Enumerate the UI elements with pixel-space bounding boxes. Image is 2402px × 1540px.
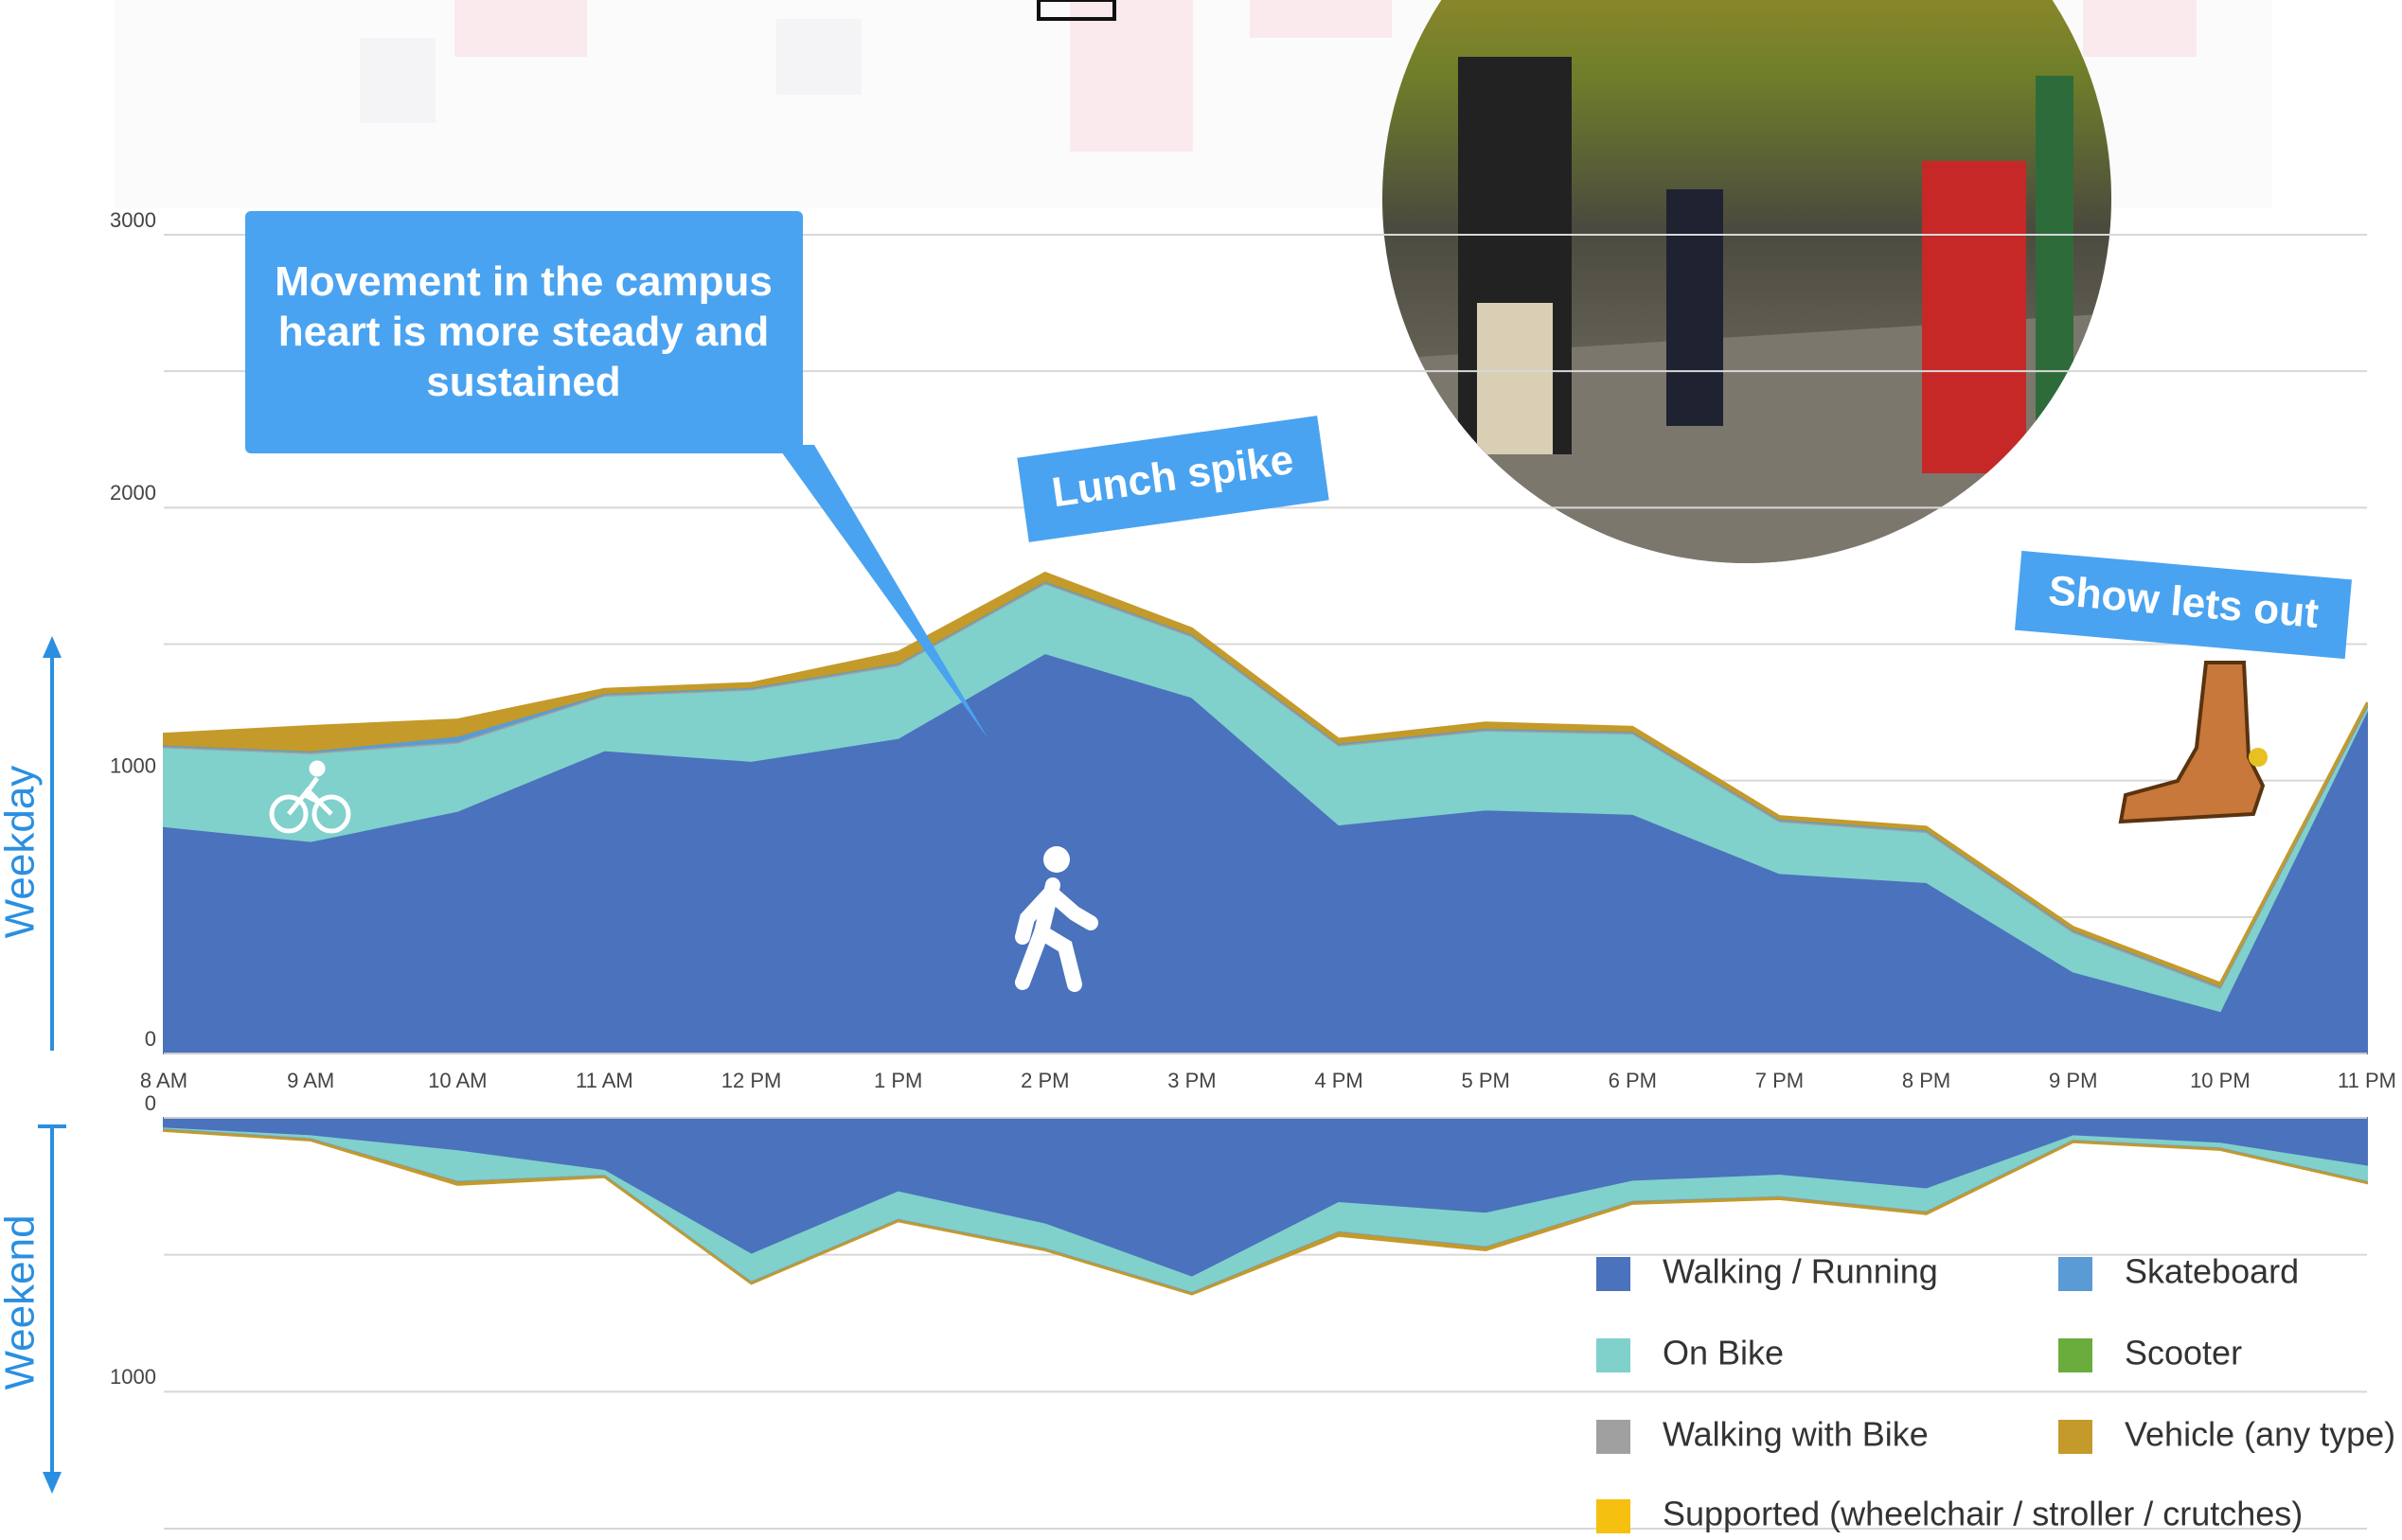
y-tick-label: 1000 (110, 1365, 156, 1389)
legend-label: Walking / Running (1663, 1252, 1938, 1291)
y-tick-label: 2000 (110, 481, 156, 504)
x-tick-label: 4 PM (1314, 1069, 1362, 1092)
x-tick-label: 7 PM (1755, 1069, 1804, 1092)
weekend-axis (38, 1124, 66, 1494)
legend-swatch (2058, 1420, 2092, 1454)
bike-icon (269, 760, 351, 834)
walker-icon (1015, 846, 1098, 992)
axis-label: Weekday (0, 766, 44, 939)
x-tick-label: 6 PM (1609, 1069, 1657, 1092)
axis-label: Weekend (0, 1214, 44, 1390)
y-tick-label: 0 (145, 1091, 156, 1115)
map-marker (1037, 0, 1116, 21)
legend-label: Vehicle (any type) (2125, 1415, 2395, 1454)
legend-swatch (1596, 1338, 1630, 1372)
x-tick-label: 5 PM (1462, 1069, 1510, 1092)
legend-label: On Bike (1663, 1334, 1784, 1372)
show-label: Show lets out (2015, 550, 2352, 660)
callout-text: Movement in the campus heart is more stea… (275, 258, 773, 405)
photo (1382, 0, 2111, 563)
legend-label: Supported (wheelchair / stroller / crutc… (1663, 1495, 2303, 1533)
y-tick-label: 1000 (110, 753, 156, 777)
legend-label: Walking with Bike (1663, 1415, 1929, 1454)
area (163, 1129, 2368, 1296)
x-tick-label: 8 AM (140, 1069, 187, 1092)
legend-label: Scooter (2125, 1334, 2242, 1372)
x-tick-label: 3 PM (1167, 1069, 1216, 1092)
area: Vehicle (any type) (163, 571, 2368, 987)
y-tick-label: 0 (145, 1027, 156, 1051)
legend-swatch (1596, 1420, 1630, 1454)
lunch-label: Lunch spike (1017, 416, 1329, 542)
legend-swatch (1596, 1257, 1630, 1291)
x-tick-label: 1 PM (874, 1069, 922, 1092)
weekday-axis (43, 636, 62, 1051)
legend-swatch (1596, 1499, 1630, 1533)
callout: Movement in the campus heart is more stea… (245, 211, 988, 739)
legend-label: Skateboard (2125, 1252, 2299, 1291)
y-tick-label: 3000 (110, 208, 156, 232)
boot-icon (2118, 661, 2268, 824)
x-tick-label: 2 PM (1021, 1069, 1069, 1092)
legend: Walking / Running On Bike Walking with Bik… (1596, 1252, 2395, 1533)
legend-swatch (2058, 1257, 2092, 1291)
x-tick-label: 8 PM (1902, 1069, 1950, 1092)
x-tick-label: 11 AM (576, 1069, 633, 1092)
x-tick-label: 12 PM (721, 1069, 782, 1092)
x-tick-label: 10 AM (428, 1069, 487, 1092)
x-tick-label: 11 PM (2338, 1069, 2396, 1092)
x-tick-label: 9 PM (2049, 1069, 2097, 1092)
legend-swatch (2058, 1338, 2092, 1372)
x-tick-label: 10 PM (2190, 1069, 2251, 1092)
x-tick-label: 9 AM (287, 1069, 334, 1092)
